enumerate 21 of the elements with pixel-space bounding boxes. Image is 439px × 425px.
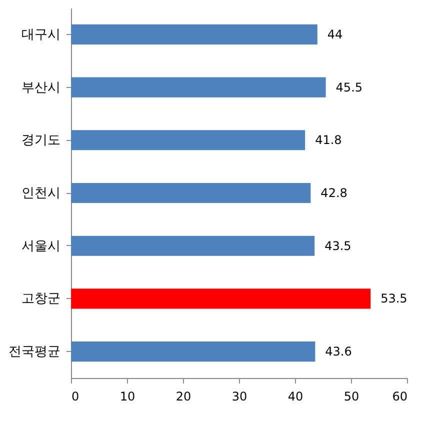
y-tick-label: 경기도 [22, 133, 60, 148]
y-tick-label: 서울시 [22, 238, 60, 254]
x-tick-label: 0 [72, 390, 80, 404]
data-label: 45.5 [336, 80, 363, 94]
data-label: 41.8 [315, 133, 342, 148]
data-label: 43.5 [324, 238, 352, 253]
data-label: 44 [327, 27, 343, 42]
x-tick-label: 40 [288, 390, 304, 404]
data-label: 43.6 [325, 344, 352, 359]
y-tick-label: 부산시 [22, 80, 60, 96]
y-tick-label: 대구시 [22, 27, 60, 42]
x-tick-label: 30 [232, 390, 248, 404]
y-tick-label: 인천시 [22, 186, 60, 201]
data-label: 42.8 [320, 186, 348, 200]
data-label: 53.5 [380, 292, 408, 306]
x-tick-label: 50 [344, 390, 360, 404]
x-tick-label: 60 [392, 390, 408, 404]
y-tick-label: 고창군 [22, 292, 60, 307]
x-tick-label: 20 [176, 390, 192, 404]
y-tick-label: 전국평균 [8, 344, 60, 360]
x-tick-label: 10 [120, 390, 136, 404]
